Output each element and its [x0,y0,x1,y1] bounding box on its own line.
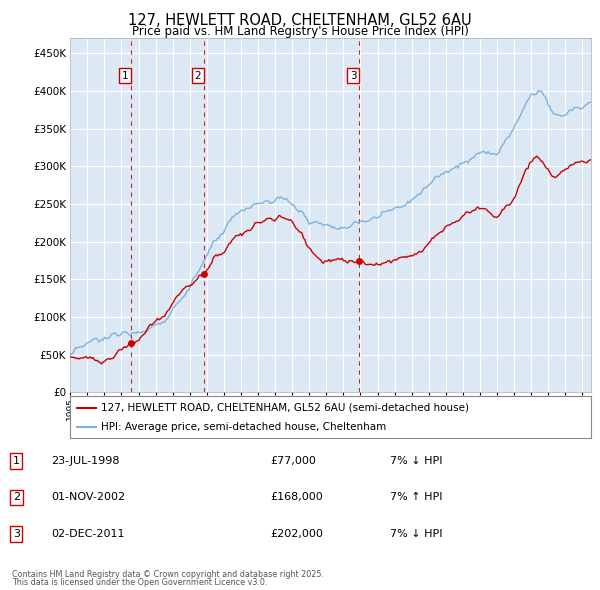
Text: 3: 3 [350,71,356,80]
Text: Contains HM Land Registry data © Crown copyright and database right 2025.: Contains HM Land Registry data © Crown c… [12,570,324,579]
Text: 1: 1 [122,71,128,80]
Text: 127, HEWLETT ROAD, CHELTENHAM, GL52 6AU: 127, HEWLETT ROAD, CHELTENHAM, GL52 6AU [128,13,472,28]
Text: £168,000: £168,000 [270,493,323,502]
Text: Price paid vs. HM Land Registry's House Price Index (HPI): Price paid vs. HM Land Registry's House … [131,25,469,38]
Text: 2: 2 [13,493,20,502]
Text: 7% ↓ HPI: 7% ↓ HPI [390,456,443,466]
Text: 01-NOV-2002: 01-NOV-2002 [51,493,125,502]
Text: 02-DEC-2011: 02-DEC-2011 [51,529,125,539]
Text: 7% ↓ HPI: 7% ↓ HPI [390,529,443,539]
Text: This data is licensed under the Open Government Licence v3.0.: This data is licensed under the Open Gov… [12,578,268,587]
Text: HPI: Average price, semi-detached house, Cheltenham: HPI: Average price, semi-detached house,… [101,422,386,432]
Text: 2: 2 [194,71,201,80]
Text: 7% ↑ HPI: 7% ↑ HPI [390,493,443,502]
Text: 23-JUL-1998: 23-JUL-1998 [51,456,119,466]
Text: 127, HEWLETT ROAD, CHELTENHAM, GL52 6AU (semi-detached house): 127, HEWLETT ROAD, CHELTENHAM, GL52 6AU … [101,402,469,412]
Text: 3: 3 [13,529,20,539]
Text: £202,000: £202,000 [270,529,323,539]
Text: 1: 1 [13,456,20,466]
Text: £77,000: £77,000 [270,456,316,466]
